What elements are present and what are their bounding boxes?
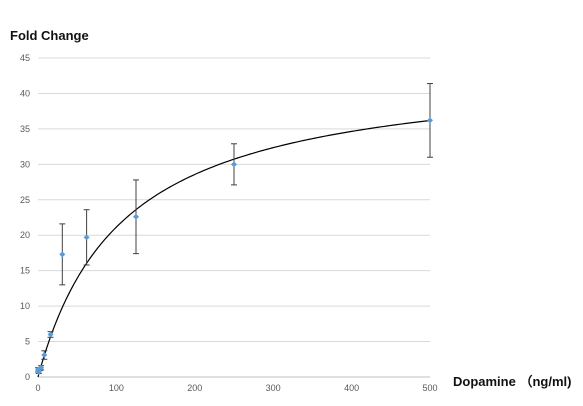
y-tick-label: 5: [25, 337, 30, 347]
x-tick-label: 300: [266, 383, 281, 393]
data-point: [41, 352, 48, 359]
data-point: [427, 117, 433, 124]
data-point: [47, 331, 54, 338]
x-tick-label: 100: [109, 383, 124, 393]
data-point: [231, 161, 237, 168]
x-tick-label: 400: [344, 383, 359, 393]
y-tick-label: 40: [20, 88, 30, 98]
data-point: [59, 251, 66, 258]
y-axis-title: Fold Change: [10, 28, 89, 43]
y-tick-label: 10: [20, 301, 30, 311]
data-point: [133, 213, 139, 220]
x-tick-label: 0: [35, 383, 40, 393]
y-tick-label: 0: [25, 372, 30, 382]
y-tick-label: 35: [20, 124, 30, 134]
x-axis-title: Dopamine （ng/ml): [453, 374, 572, 389]
y-tick-label: 25: [20, 195, 30, 205]
x-tick-label: 500: [422, 383, 437, 393]
x-tick-label: 200: [187, 383, 202, 393]
data-point: [38, 364, 45, 371]
y-tick-label: 15: [20, 266, 30, 276]
y-tick-label: 45: [20, 53, 30, 63]
data-point: [83, 234, 90, 241]
y-tick-label: 30: [20, 159, 30, 169]
y-tick-label: 20: [20, 230, 30, 240]
fit-curve: [37, 119, 431, 378]
